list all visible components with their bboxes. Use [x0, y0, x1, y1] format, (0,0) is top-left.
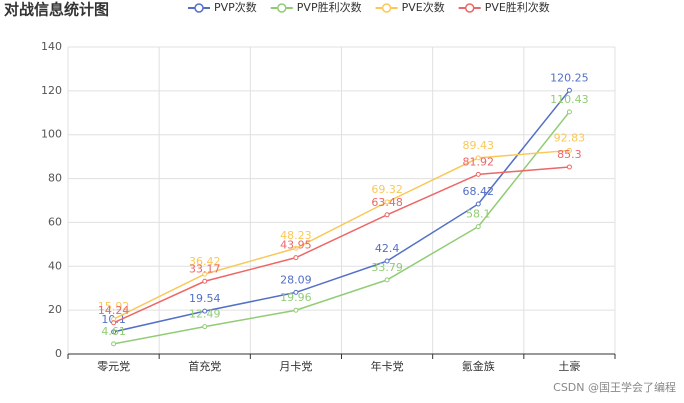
point	[202, 278, 208, 284]
watermark: CSDN @国王学会了编程	[553, 380, 676, 394]
legend-symbol	[464, 3, 475, 13]
data-label: 48.23	[280, 229, 312, 242]
point	[111, 320, 117, 326]
point	[293, 255, 299, 261]
legend-label: PVE次数	[402, 0, 445, 14]
point	[293, 289, 299, 295]
data-label: 36.42	[189, 255, 221, 268]
point	[475, 155, 481, 161]
point	[566, 147, 572, 153]
y-tick-label: 140	[41, 40, 62, 53]
x-tick-label: 土豪	[558, 359, 580, 373]
data-label: 89.43	[463, 139, 495, 152]
point	[111, 341, 117, 347]
data-label: 15.92	[98, 300, 130, 313]
data-label: 33.79	[371, 261, 403, 274]
point	[293, 307, 299, 313]
legend-label: PVP次数	[214, 0, 257, 14]
point	[566, 164, 572, 170]
point	[202, 271, 208, 277]
y-tick-label: 40	[48, 259, 62, 272]
y-tick-label: 20	[48, 303, 62, 316]
data-label: 85.3	[557, 148, 582, 161]
data-label: 69.32	[371, 183, 403, 196]
y-tick-label: 60	[48, 215, 62, 228]
point	[111, 329, 117, 335]
data-label: 19.96	[280, 291, 312, 304]
point	[384, 258, 390, 264]
chart-title: 对战信息统计图	[4, 1, 109, 19]
point	[384, 277, 390, 283]
point	[384, 199, 390, 205]
point	[475, 171, 481, 177]
legend-symbol	[194, 3, 204, 13]
point	[566, 109, 572, 115]
point	[384, 212, 390, 218]
legend-symbol	[381, 3, 392, 13]
point	[202, 308, 208, 314]
point	[202, 324, 208, 330]
data-label: 110.43	[550, 93, 589, 106]
x-tick-label: 月卡党	[279, 360, 312, 373]
series-line	[113, 111, 571, 345]
y-tick-label: 120	[41, 84, 62, 97]
legend-label: PVP胜利次数	[297, 0, 362, 14]
point	[475, 201, 481, 207]
data-label: 19.54	[189, 292, 221, 305]
x-tick-label: 年卡党	[371, 359, 404, 373]
legend-label: PVE胜利次数	[485, 0, 550, 14]
data-label: 28.09	[280, 273, 312, 286]
series-line	[113, 166, 570, 324]
data-label: 4.61	[101, 325, 126, 338]
point	[293, 245, 299, 251]
y-tick-label: 80	[48, 172, 62, 185]
data-label: 63.48	[371, 196, 403, 209]
data-label: 33.17	[189, 262, 221, 275]
legend-symbol	[277, 3, 287, 13]
data-label: 120.25	[550, 71, 589, 84]
point	[475, 224, 481, 230]
point	[566, 87, 572, 93]
series-line	[113, 89, 571, 333]
data-label: 81.92	[463, 155, 495, 168]
data-label: 14.24	[98, 304, 130, 317]
x-tick-label: 氪金族	[462, 359, 495, 373]
data-label: 12.49	[189, 308, 221, 321]
data-label: 92.83	[554, 131, 586, 144]
data-label: 68.42	[463, 185, 495, 198]
x-tick-label: 首充党	[188, 359, 221, 373]
y-tick-label: 0	[55, 347, 62, 360]
data-label: 42.4	[375, 242, 400, 255]
data-label: 58.1	[466, 208, 491, 221]
series-line	[113, 149, 570, 320]
data-label: 43.95	[280, 239, 312, 252]
y-tick-label: 100	[41, 128, 62, 141]
x-tick-label: 零元党	[97, 360, 130, 373]
